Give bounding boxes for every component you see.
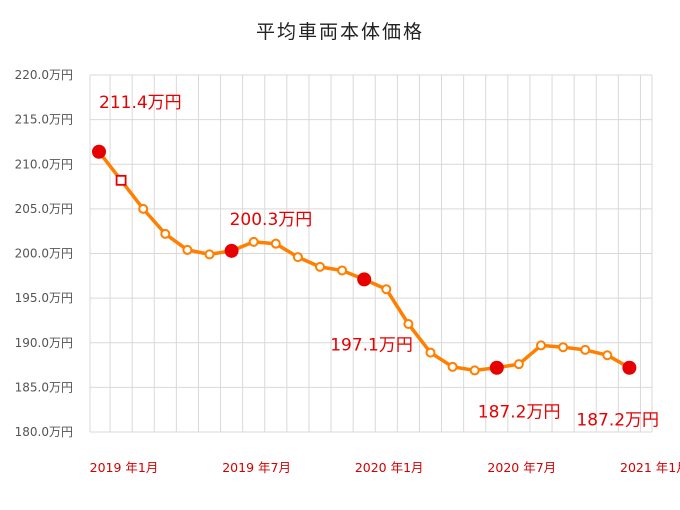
square-marker-point xyxy=(115,174,127,186)
data-point xyxy=(425,347,436,358)
data-point xyxy=(403,319,414,330)
y-tick-label: 180.0万円 xyxy=(15,425,73,439)
data-point xyxy=(469,365,480,376)
data-label: 200.3万円 xyxy=(230,210,313,230)
data-label: 187.2万円 xyxy=(576,411,659,431)
highlight-point xyxy=(224,243,239,258)
y-tick-label: 220.0万円 xyxy=(15,68,73,82)
data-point xyxy=(315,261,325,272)
data-point xyxy=(337,265,348,276)
data-label: 187.2万円 xyxy=(478,403,561,423)
chart-title: 平均車両本体価格 xyxy=(256,21,424,43)
data-point xyxy=(248,236,259,247)
data-label: 211.4万円 xyxy=(99,93,182,113)
x-tick-label: 2019 年7月 xyxy=(222,460,291,475)
data-point-layer xyxy=(92,144,637,376)
data-point xyxy=(182,244,193,255)
y-tick-label: 200.0万円 xyxy=(15,247,73,261)
y-tick-label: 190.0万円 xyxy=(15,336,73,350)
highlight-point xyxy=(489,360,504,375)
data-point xyxy=(204,249,215,260)
y-tick-label: 205.0万円 xyxy=(15,202,73,216)
data-point xyxy=(292,252,303,263)
data-label: 197.1万円 xyxy=(330,335,413,355)
axis-layer: 220.0万円 215.0万円 210.0万円 205.0万円 200.0万円 195.0… xyxy=(15,68,680,475)
highlight-point xyxy=(92,144,106,159)
highlight-point xyxy=(357,272,372,287)
x-tick-label: 2020 年7月 xyxy=(487,460,556,475)
data-point xyxy=(270,238,281,249)
data-point xyxy=(536,340,546,351)
y-tick-label: 185.0万円 xyxy=(15,380,73,394)
data-point xyxy=(138,203,149,214)
x-tick-label: 2019 年1月 xyxy=(90,460,159,475)
data-point xyxy=(580,344,591,355)
data-point xyxy=(558,342,569,353)
data-label-layer: 211.4万円 200.3万円 197.1万円 187.2万円 187.2万円 xyxy=(99,93,659,431)
data-point xyxy=(513,359,524,370)
data-point xyxy=(160,228,171,239)
grid-layer xyxy=(89,74,653,433)
data-point xyxy=(447,361,458,372)
x-tick-label: 2021 年1月 xyxy=(620,460,680,475)
highlight-point xyxy=(622,360,637,375)
x-tick-label: 2020 年1月 xyxy=(355,460,424,475)
data-point xyxy=(381,284,392,295)
data-point xyxy=(602,350,613,361)
y-tick-label: 195.0万円 xyxy=(15,291,73,305)
y-tick-label: 215.0万円 xyxy=(15,113,73,127)
y-tick-label: 210.0万円 xyxy=(15,157,73,171)
